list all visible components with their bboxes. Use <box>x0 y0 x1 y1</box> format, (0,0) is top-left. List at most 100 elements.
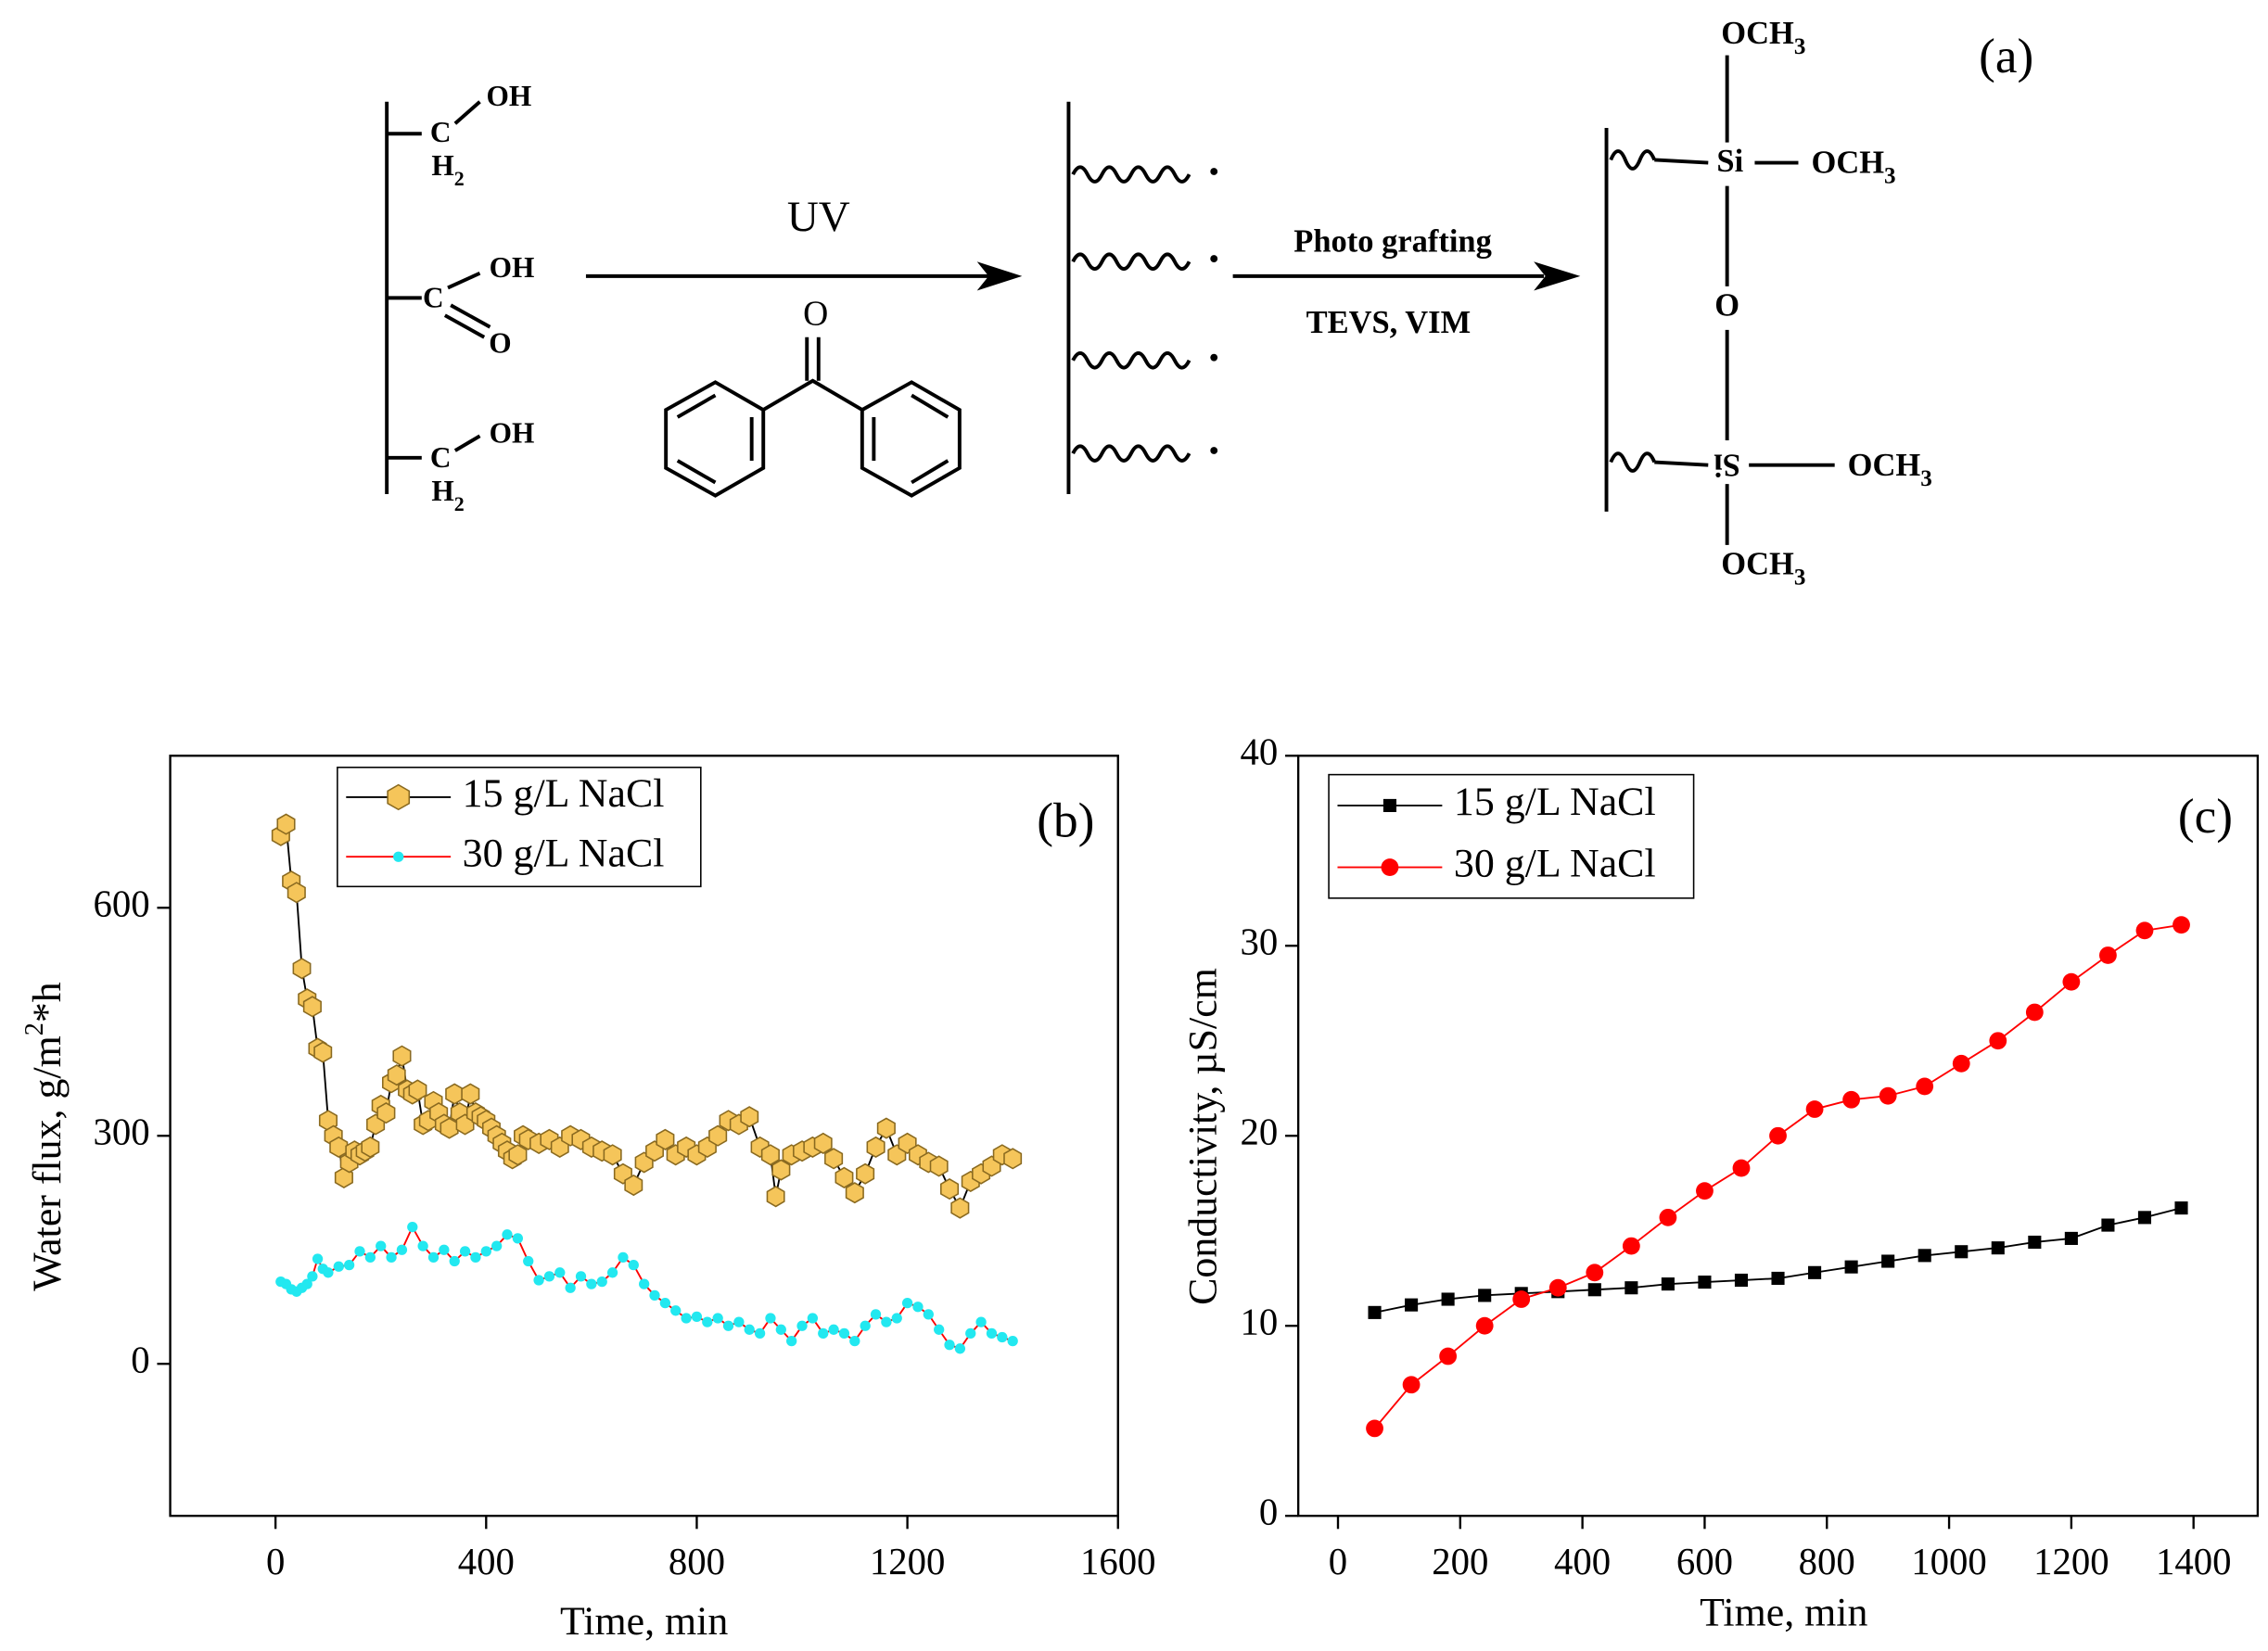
y-axis-label-part: 2 <box>20 1022 49 1035</box>
atom: C <box>430 441 452 474</box>
marker <box>929 1155 949 1177</box>
marker <box>2025 1003 2044 1022</box>
reagent: TEVS, VIM <box>1306 305 1472 340</box>
marker <box>313 1041 333 1063</box>
marker <box>733 1316 745 1327</box>
marker <box>1952 1054 1970 1073</box>
marker <box>1881 1254 1895 1268</box>
marker <box>1734 1273 1749 1288</box>
marker <box>1661 1277 1675 1291</box>
y-axis-label-part: *h <box>25 982 70 1022</box>
atom: H <box>431 149 453 182</box>
marker <box>708 1124 728 1147</box>
x-tick-label: 1200 <box>2033 1541 2109 1582</box>
y-tick-label: 20 <box>1240 1111 1278 1153</box>
marker <box>691 1311 703 1323</box>
marker <box>461 1083 480 1105</box>
marker <box>796 1320 808 1331</box>
bond <box>447 271 481 290</box>
marker <box>712 1313 723 1324</box>
marker <box>523 1255 534 1267</box>
marker <box>1007 1335 1018 1347</box>
group: OCH3 <box>1721 16 1805 59</box>
y-tick-label: 30 <box>1240 921 1278 963</box>
marker <box>860 1320 871 1331</box>
atom: Si <box>1714 448 1740 483</box>
marker <box>659 1297 671 1309</box>
marker <box>1512 1290 1531 1308</box>
marker <box>639 1278 650 1289</box>
ring <box>664 380 766 498</box>
bond <box>676 393 717 419</box>
marker <box>835 1166 854 1188</box>
marker <box>866 1136 886 1159</box>
marker <box>554 1267 566 1278</box>
x-tick-label: 1000 <box>1911 1541 1987 1582</box>
marker <box>754 1327 766 1340</box>
chain <box>1071 165 1191 463</box>
marker <box>445 1083 465 1105</box>
marker <box>323 1267 334 1278</box>
atom: H2 <box>431 475 464 514</box>
y-tick-label: 300 <box>93 1111 149 1153</box>
marker <box>628 1259 639 1271</box>
atom: H2 <box>431 149 464 189</box>
panel-label: (a) <box>1979 29 2033 83</box>
marker <box>427 1251 440 1264</box>
bond <box>443 313 486 339</box>
marker <box>491 1240 503 1251</box>
marker <box>997 1331 1008 1343</box>
reagent: Photo grafting <box>1293 223 1492 259</box>
marker <box>775 1324 786 1335</box>
radicals <box>1210 168 1218 454</box>
marker <box>387 1064 406 1086</box>
marker <box>1842 1090 1861 1109</box>
marker <box>1586 1264 1604 1282</box>
marker <box>287 882 306 904</box>
marker <box>870 1309 882 1320</box>
atom: C <box>430 116 452 148</box>
marker <box>301 1278 312 1289</box>
marker <box>508 1144 528 1166</box>
marker <box>824 1148 844 1170</box>
marker <box>681 1313 692 1324</box>
legend-box <box>337 767 702 888</box>
marker <box>1808 1265 1822 1279</box>
marker <box>2135 921 2154 940</box>
marker <box>1439 1347 1458 1365</box>
atom: H <box>431 475 453 507</box>
marker <box>333 1261 344 1272</box>
marker <box>1769 1126 1787 1145</box>
marker <box>813 1132 833 1154</box>
marker <box>408 1079 427 1101</box>
marker <box>1696 1182 1714 1200</box>
marker <box>1587 1283 1601 1297</box>
marker <box>986 1327 998 1340</box>
arrow-head <box>976 261 1023 291</box>
subscript: 3 <box>1794 565 1806 591</box>
marker <box>1405 1298 1419 1312</box>
marker <box>965 1327 976 1340</box>
x-tick-label: 200 <box>1432 1541 1488 1582</box>
atom: Si <box>1716 144 1743 179</box>
group: OCH3 <box>1848 448 1932 491</box>
marker <box>480 1246 491 1257</box>
marker <box>818 1327 829 1340</box>
arrow-head <box>1534 261 1581 291</box>
marker <box>766 1186 785 1208</box>
x-tick-label: 0 <box>266 1541 285 1582</box>
subscript: 3 <box>1884 164 1896 189</box>
marker <box>856 1162 875 1185</box>
x-tick-label: 1200 <box>870 1541 945 1582</box>
marker <box>393 851 404 862</box>
marker <box>606 1267 618 1278</box>
group: OCH <box>1721 16 1794 51</box>
subscript: 3 <box>1920 466 1932 491</box>
bond <box>450 303 491 329</box>
marker <box>1548 1278 1567 1297</box>
marker <box>618 1251 629 1264</box>
legend-box <box>1328 773 1695 899</box>
x-tick-label: 400 <box>458 1541 515 1582</box>
group: OCH <box>1811 146 1884 181</box>
